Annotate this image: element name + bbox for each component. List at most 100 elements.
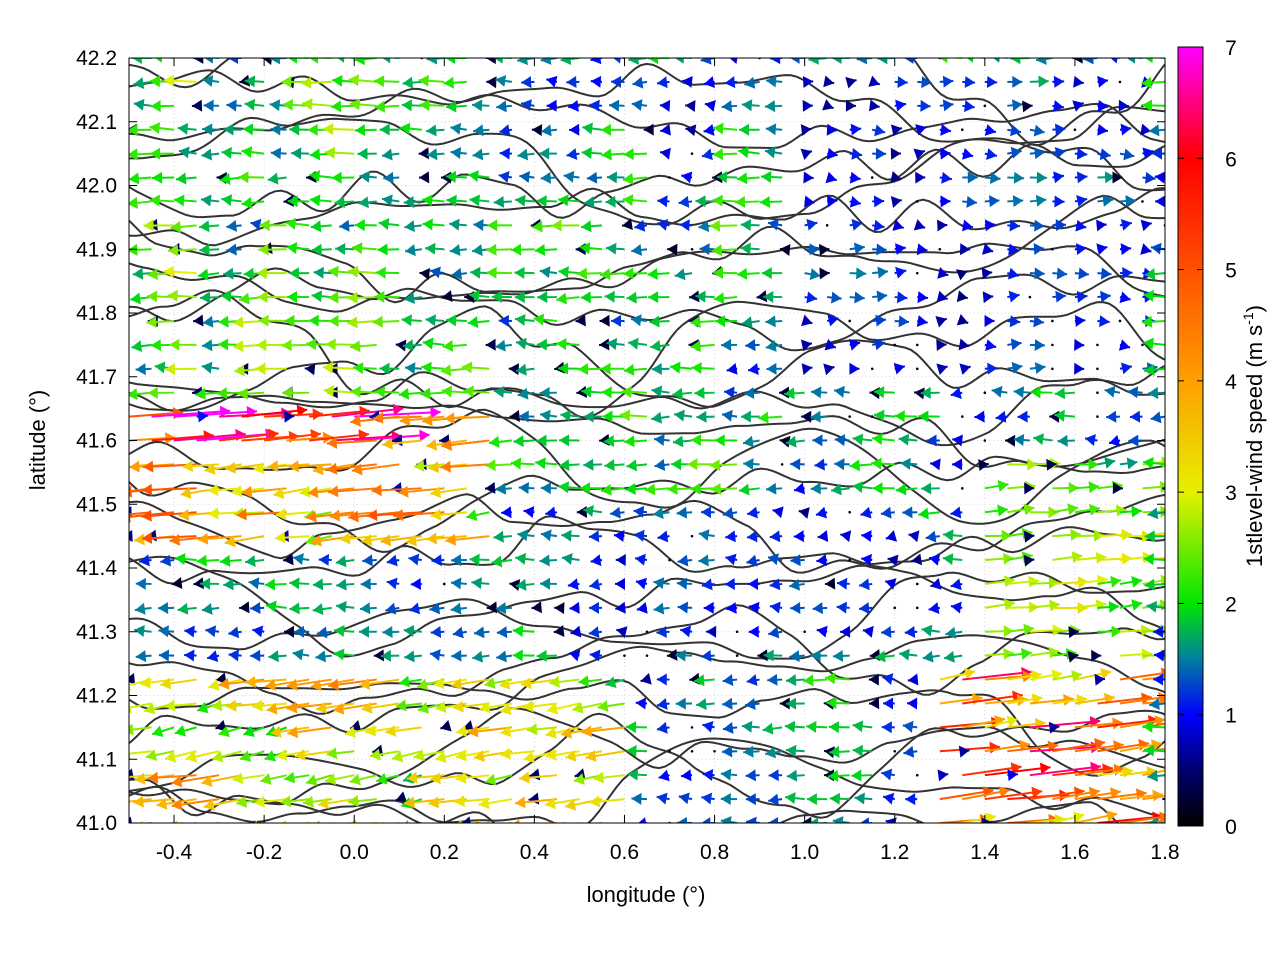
wind-vector: [766, 362, 783, 375]
wind-vector: [1104, 385, 1121, 398]
wind-vector: [129, 511, 152, 516]
wind-vector: [939, 716, 1002, 729]
wind-vector: [1052, 811, 1085, 823]
wind-vector: [380, 649, 400, 662]
wind-vector: [818, 243, 830, 256]
wind-vector: [762, 722, 783, 735]
wind-vector: [1007, 290, 1020, 303]
wind-vector: [316, 626, 332, 639]
wind-vector: [722, 507, 738, 519]
wind-vector: [565, 749, 603, 762]
wind-vector: [921, 482, 940, 495]
wind-vector: [455, 749, 490, 762]
wind-vector: [1118, 80, 1122, 84]
wind-vector: [918, 410, 940, 423]
wind-vector: [1142, 480, 1165, 493]
wind-vector: [984, 598, 1015, 611]
wind-vector: [566, 76, 580, 89]
wind-vector: [714, 434, 738, 447]
wind-vector: [135, 650, 152, 663]
wind-vector: [576, 506, 587, 519]
wind-vector: [1128, 434, 1143, 447]
wind-vector: [803, 171, 814, 184]
wind-vector: [606, 171, 625, 184]
wind-vector: [653, 602, 670, 615]
wind-vector: [628, 58, 648, 65]
wind-vector: [713, 292, 738, 305]
wind-vector: [1074, 362, 1085, 375]
wind-vector: [422, 194, 445, 207]
wind-vector: [385, 724, 422, 737]
wind-vector: [133, 98, 152, 111]
wind-vector: [939, 147, 951, 160]
wind-vector: [610, 314, 625, 327]
wind-vector: [588, 626, 603, 639]
wind-vector: [248, 577, 265, 590]
wind-vector: [590, 554, 603, 567]
wind-vector: [134, 602, 152, 615]
wind-vector: [354, 58, 377, 66]
wind-vector: [890, 124, 903, 137]
wind-vector: [1007, 99, 1023, 112]
wind-vector: [1119, 505, 1142, 518]
y-tick-label: 41.3: [76, 621, 117, 644]
colorbar-tick-label: 0: [1225, 816, 1237, 839]
wind-vector: [1143, 337, 1165, 350]
y-tick-label: 41.8: [76, 302, 117, 325]
wind-vector: [539, 266, 558, 279]
wind-vector: [630, 314, 648, 327]
contour-line: [129, 58, 1165, 147]
wind-vector: [216, 387, 242, 400]
wind-vector: [485, 58, 496, 65]
wind-vector: [569, 601, 580, 614]
wind-vector: [894, 266, 907, 279]
wind-vector: [687, 458, 715, 471]
wind-vector: [1119, 243, 1132, 256]
wind-vector: [978, 459, 989, 472]
wind-vector: [417, 701, 445, 714]
wind-vector: [1142, 457, 1165, 469]
wind-vector: [872, 338, 886, 351]
wind-vector: [937, 267, 949, 279]
wind-vector: [824, 672, 850, 685]
wind-vector: [1119, 789, 1164, 802]
wind-vector: [540, 124, 558, 137]
wind-vector: [870, 176, 874, 179]
wind-vector: [849, 195, 862, 208]
wind-vector: [956, 290, 968, 303]
wind-vector: [1073, 128, 1077, 132]
wind-vector: [890, 147, 901, 160]
wind-vector: [377, 243, 400, 256]
wind-vector: [441, 439, 490, 451]
wind-vector: [129, 104, 130, 106]
wind-vector: [485, 459, 512, 472]
wind-vector: [201, 774, 242, 788]
wind-vector: [606, 242, 625, 255]
wind-vector: [185, 750, 220, 763]
wind-vector: [758, 411, 783, 424]
wind-vector: [286, 242, 310, 255]
wind-vector: [961, 128, 964, 132]
wind-vector: [495, 602, 512, 615]
wind-vector: [401, 99, 422, 112]
wind-vector: [995, 410, 1008, 423]
wind-vector: [540, 58, 558, 65]
wind-vector: [715, 315, 738, 328]
y-tick-label: 42.0: [76, 175, 117, 198]
wind-vector: [304, 363, 316, 376]
wind-vector: [848, 510, 851, 514]
wind-vector: [894, 99, 907, 112]
wind-vector: [709, 219, 738, 232]
contour-line: [129, 634, 1165, 745]
wind-vector: [517, 148, 535, 161]
wind-vector: [656, 76, 670, 89]
wind-vector: [745, 339, 760, 352]
wind-vector: [177, 122, 197, 135]
wind-vector: [226, 243, 242, 256]
wind-vector: [1022, 100, 1033, 113]
wind-vector: [599, 268, 625, 281]
wind-vector: [243, 725, 265, 737]
contour-line: [129, 555, 1165, 658]
wind-vector: [473, 626, 490, 639]
wind-vector: [814, 458, 828, 471]
